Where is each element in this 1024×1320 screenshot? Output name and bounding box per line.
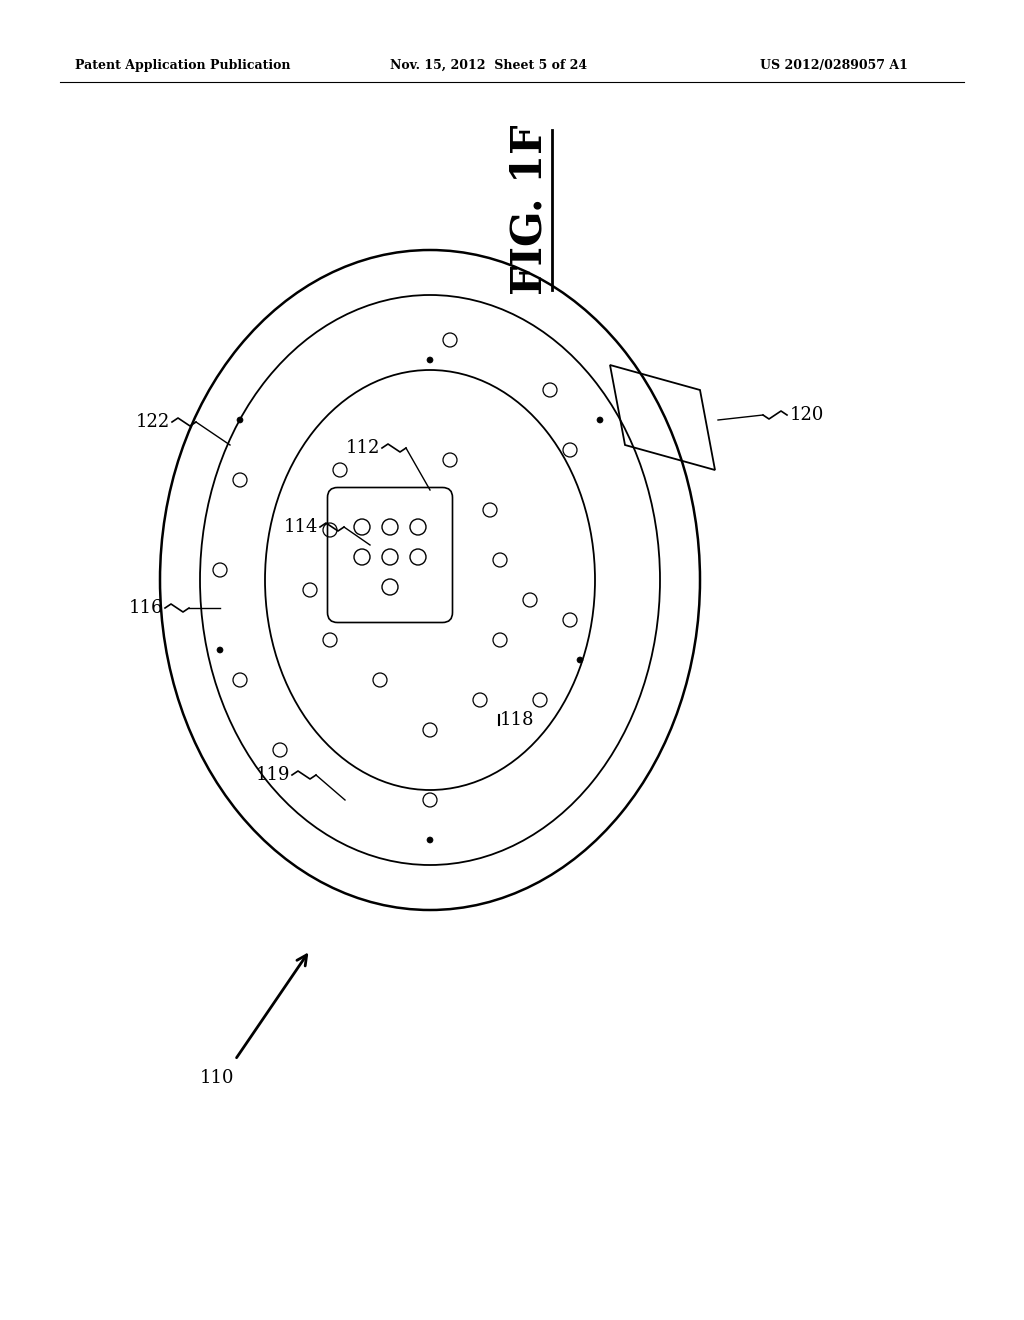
Circle shape <box>427 837 433 843</box>
Text: Patent Application Publication: Patent Application Publication <box>75 58 291 71</box>
Text: 118: 118 <box>500 711 535 729</box>
Circle shape <box>597 417 603 422</box>
Text: US 2012/0289057 A1: US 2012/0289057 A1 <box>760 58 908 71</box>
Circle shape <box>577 657 583 663</box>
Text: 122: 122 <box>136 413 170 432</box>
Text: 112: 112 <box>346 440 380 457</box>
Text: 116: 116 <box>128 599 163 616</box>
Circle shape <box>237 417 243 422</box>
Circle shape <box>427 356 433 363</box>
Circle shape <box>217 647 223 653</box>
Text: Nov. 15, 2012  Sheet 5 of 24: Nov. 15, 2012 Sheet 5 of 24 <box>390 58 587 71</box>
Text: 120: 120 <box>790 407 824 424</box>
Text: 114: 114 <box>284 517 318 536</box>
Text: 110: 110 <box>200 1069 234 1086</box>
Text: FIG. 1F: FIG. 1F <box>509 125 551 296</box>
Text: 119: 119 <box>256 766 290 784</box>
